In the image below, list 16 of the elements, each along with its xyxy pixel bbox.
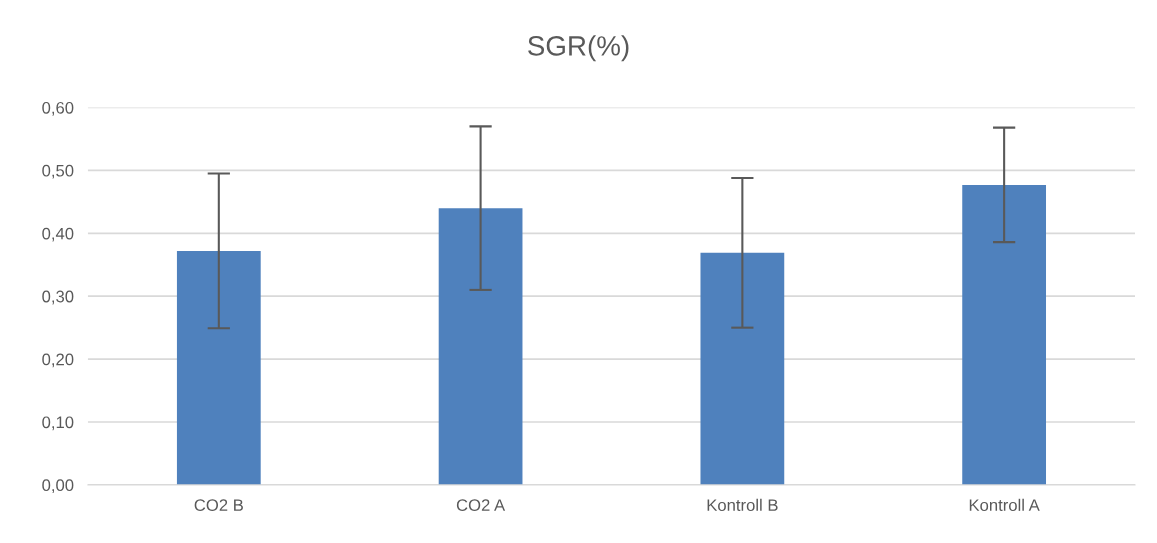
y-tick-label: 0,10 — [42, 416, 74, 431]
y-tick-label: 0,20 — [42, 353, 74, 368]
y-tick-label: 0,30 — [42, 290, 74, 305]
bar — [962, 184, 1047, 485]
y-tick-label: 0,40 — [42, 227, 74, 242]
chart-title: SGR(%) — [528, 35, 629, 62]
y-tick-label: 0,00 — [42, 479, 74, 494]
y-tick-label: 0,50 — [42, 164, 74, 179]
x-tick-label: Kontroll B — [707, 498, 778, 512]
bar — [438, 208, 523, 485]
bar — [176, 250, 261, 485]
y-tick-label: 0,60 — [42, 101, 74, 116]
x-tick-label: Kontroll A — [969, 498, 1040, 512]
x-tick-label: CO2 A — [456, 499, 506, 512]
bar — [700, 252, 785, 485]
x-tick-label: CO2 B — [194, 499, 243, 512]
